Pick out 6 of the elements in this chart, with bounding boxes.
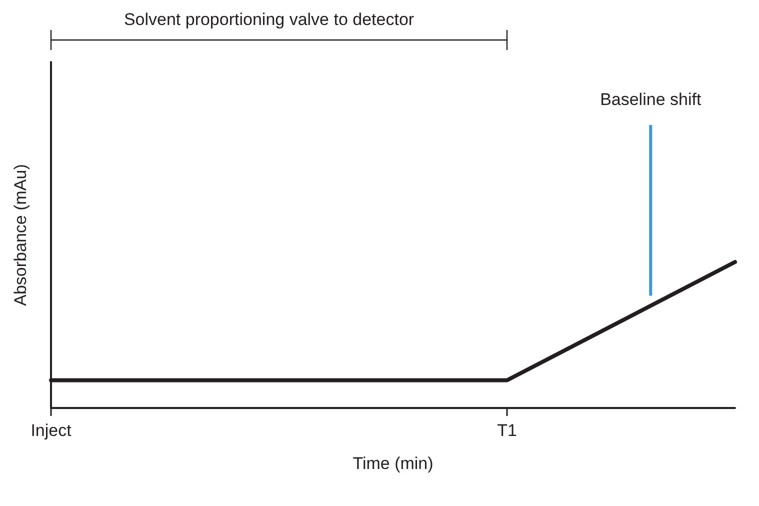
text: Baseline shift — [600, 90, 702, 110]
text: Solvent proportioning valve to detector — [124, 10, 414, 30]
x-tick-label: T1 — [497, 421, 517, 440]
x-tick-label: Inject — [30, 421, 72, 440]
x-axis-title: Time (min) — [352, 454, 434, 473]
y-axis-title: Absorbance (mAu) — [11, 164, 30, 306]
